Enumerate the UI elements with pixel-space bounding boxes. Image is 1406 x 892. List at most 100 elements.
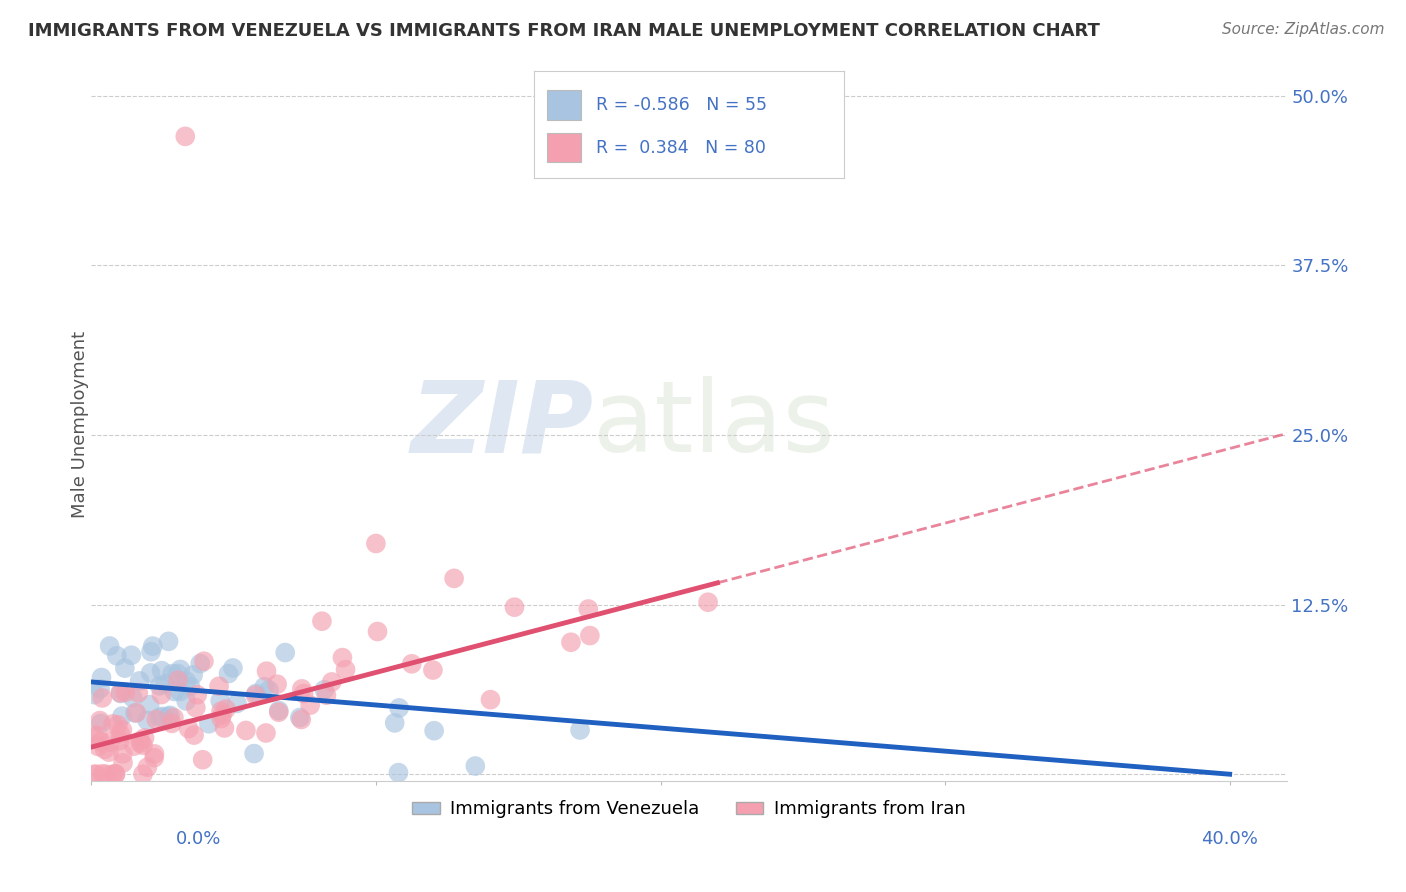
- Point: [89, 681, 111, 696]
- Point: [98, 735, 121, 749]
- Point: [193, 654, 215, 668]
- Point: [183, 728, 205, 742]
- Point: [87, 739, 110, 754]
- Point: [157, 709, 180, 723]
- Point: [107, 718, 129, 732]
- Point: [160, 666, 183, 681]
- Point: [91, 690, 114, 705]
- Point: [132, 767, 155, 781]
- Point: [110, 686, 132, 700]
- Point: [291, 681, 314, 696]
- Point: [387, 765, 409, 780]
- Point: [174, 694, 197, 708]
- Point: [101, 767, 124, 781]
- Point: [127, 686, 149, 700]
- Point: [215, 702, 238, 716]
- Point: [335, 663, 357, 677]
- Legend: Immigrants from Venezuela, Immigrants from Iran: Immigrants from Venezuela, Immigrants fr…: [405, 793, 973, 825]
- Point: [267, 705, 290, 719]
- Point: [479, 692, 502, 706]
- Point: [139, 665, 162, 680]
- Point: [98, 639, 121, 653]
- Point: [256, 664, 278, 678]
- Point: [288, 710, 311, 724]
- Point: [209, 694, 232, 708]
- Point: [211, 707, 233, 722]
- Point: [226, 697, 249, 711]
- Point: [181, 668, 204, 682]
- Point: [122, 739, 145, 753]
- Point: [145, 712, 167, 726]
- Point: [86, 767, 108, 781]
- Point: [129, 736, 152, 750]
- Point: [222, 661, 245, 675]
- Point: [401, 657, 423, 671]
- Point: [274, 646, 297, 660]
- Point: [321, 675, 343, 690]
- Point: [112, 756, 135, 770]
- Point: [149, 710, 172, 724]
- Point: [83, 688, 105, 702]
- Text: atlas: atlas: [593, 376, 835, 474]
- Point: [124, 706, 146, 720]
- Point: [143, 750, 166, 764]
- Point: [91, 766, 114, 780]
- Text: ZIP: ZIP: [411, 376, 593, 474]
- Point: [169, 684, 191, 698]
- Point: [186, 688, 208, 702]
- Point: [177, 722, 200, 736]
- Point: [160, 716, 183, 731]
- Text: R =  0.384   N = 80: R = 0.384 N = 80: [596, 138, 766, 157]
- Point: [90, 671, 112, 685]
- Point: [332, 650, 354, 665]
- Point: [253, 680, 276, 694]
- Point: [290, 713, 312, 727]
- Point: [150, 688, 173, 702]
- Point: [128, 673, 150, 688]
- Text: 40.0%: 40.0%: [1202, 830, 1258, 847]
- Point: [143, 747, 166, 761]
- Point: [174, 673, 197, 688]
- Point: [243, 747, 266, 761]
- Point: [299, 698, 322, 713]
- Y-axis label: Male Unemployment: Male Unemployment: [72, 331, 89, 518]
- Point: [108, 733, 131, 747]
- Point: [83, 767, 105, 781]
- Point: [169, 662, 191, 676]
- Point: [174, 129, 197, 144]
- Point: [292, 687, 315, 701]
- Point: [314, 682, 336, 697]
- Point: [569, 723, 592, 737]
- Point: [315, 688, 337, 702]
- Point: [245, 686, 267, 700]
- Point: [90, 716, 112, 731]
- Point: [198, 716, 221, 731]
- Point: [208, 679, 231, 693]
- Point: [388, 701, 411, 715]
- Point: [152, 709, 174, 723]
- Point: [163, 711, 186, 725]
- Point: [267, 704, 290, 718]
- Point: [157, 634, 180, 648]
- Point: [94, 767, 117, 781]
- Point: [111, 747, 134, 761]
- Point: [120, 648, 142, 663]
- Point: [209, 704, 232, 718]
- Point: [266, 677, 288, 691]
- Point: [142, 639, 165, 653]
- Point: [136, 714, 159, 728]
- Point: [163, 684, 186, 698]
- Point: [83, 729, 105, 743]
- Point: [97, 745, 120, 759]
- Point: [155, 677, 177, 691]
- Point: [191, 753, 214, 767]
- Point: [136, 760, 159, 774]
- Point: [179, 680, 201, 694]
- Point: [209, 712, 232, 726]
- Point: [111, 709, 134, 723]
- Point: [114, 661, 136, 675]
- Point: [104, 767, 127, 781]
- Point: [245, 688, 267, 702]
- Point: [125, 706, 148, 720]
- Text: Source: ZipAtlas.com: Source: ZipAtlas.com: [1222, 22, 1385, 37]
